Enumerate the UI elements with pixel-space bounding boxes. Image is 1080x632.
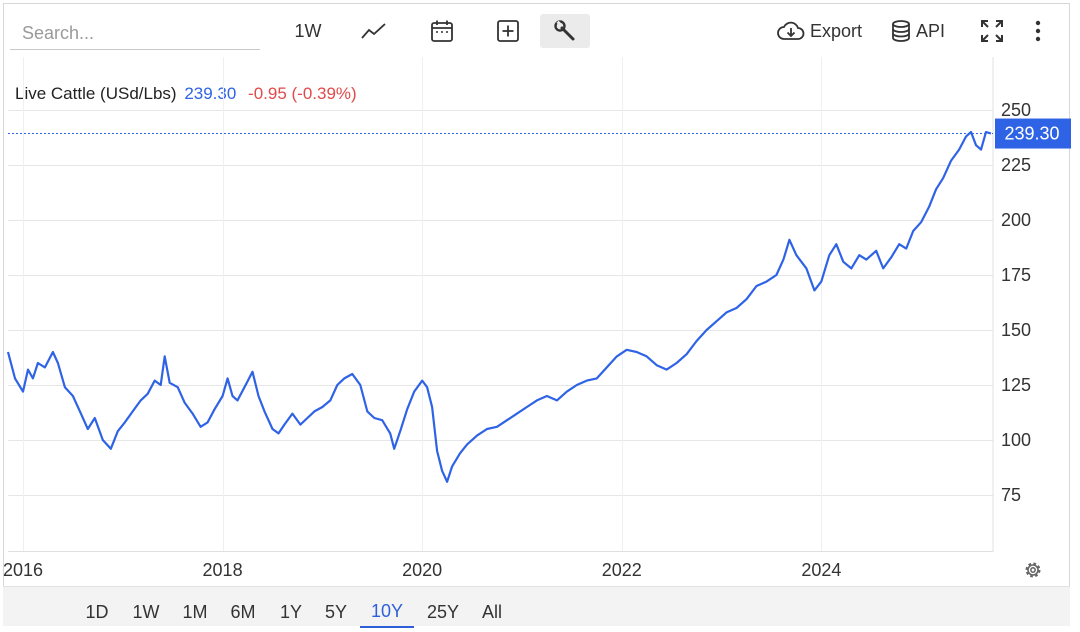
- y-tick-label: 100: [1001, 430, 1031, 450]
- x-tick-label: 2024: [801, 560, 841, 580]
- range-button-1w[interactable]: 1W: [132, 601, 160, 622]
- price-change: -0.95 (-0.39%): [248, 84, 357, 103]
- calendar-icon: [431, 20, 453, 42]
- fullscreen-button[interactable]: [974, 14, 1010, 48]
- last-price-tag-background: [995, 118, 1071, 149]
- search-box[interactable]: [10, 18, 262, 50]
- api-button[interactable]: API: [890, 14, 954, 48]
- price-chart[interactable]: 75 100 125 150 175 200 225 250 2016 2018 2020 2022…: [0, 0, 1080, 586]
- y-tick-label: 150: [1001, 320, 1031, 340]
- y-axis-ticks: 75 100 125 150 175 200 225 250: [1001, 100, 1031, 505]
- last-price-tag-label: 239.30: [1004, 124, 1059, 144]
- x-tick-label: 2020: [402, 560, 442, 580]
- export-label: Export: [810, 20, 863, 41]
- chart-type-button[interactable]: [352, 14, 396, 48]
- range-button-5y[interactable]: 5Y: [324, 601, 348, 622]
- kebab-menu-icon: [1035, 20, 1041, 42]
- chart-settings-button[interactable]: [1022, 559, 1044, 581]
- more-options-button[interactable]: [1024, 14, 1052, 48]
- range-button-all[interactable]: All: [481, 601, 502, 622]
- chart-grid: [8, 57, 993, 551]
- y-tick-label: 250: [1001, 100, 1031, 120]
- range-button-10y[interactable]: 10Y: [360, 596, 414, 628]
- chart-widget-frame: [3, 3, 1070, 626]
- x-tick-label: 2018: [203, 560, 243, 580]
- range-button-1y[interactable]: 1Y: [279, 601, 303, 622]
- api-label: API: [916, 20, 946, 41]
- range-button-25y[interactable]: 25Y: [426, 601, 460, 622]
- price-series-line: [6, 130, 992, 483]
- x-tick-label: 2016: [3, 560, 43, 580]
- settings-tools-button[interactable]: [540, 14, 590, 48]
- y-tick-label: 200: [1001, 210, 1031, 230]
- period-selector-button[interactable]: 1W: [286, 14, 330, 48]
- range-button-1d[interactable]: 1D: [85, 601, 109, 622]
- period-label: 1W: [294, 20, 322, 41]
- line-chart-icon: [361, 23, 386, 39]
- y-tick-label: 175: [1001, 265, 1031, 285]
- export-button[interactable]: Export: [776, 14, 872, 48]
- cloud-download-icon: [777, 21, 805, 40]
- y-tick-label: 75: [1001, 485, 1021, 505]
- date-range-button[interactable]: [420, 14, 464, 48]
- instrument-name: Live Cattle (USd/Lbs): [15, 84, 177, 103]
- wrench-icon: [554, 20, 575, 41]
- x-axis-ticks: 2016 2018 2020 2022 2024: [3, 560, 841, 580]
- range-button-6m[interactable]: 6M: [230, 601, 256, 622]
- y-tick-label: 125: [1001, 375, 1031, 395]
- database-icon: [892, 20, 910, 42]
- plus-square-icon: [497, 20, 519, 42]
- y-tick-label: 225: [1001, 155, 1031, 175]
- fullscreen-icon: [981, 20, 1003, 42]
- range-button-1m[interactable]: 1M: [182, 601, 208, 622]
- last-price-tag: 239.30: [995, 118, 1071, 149]
- gear-icon: [1025, 562, 1041, 578]
- chart-settings-hit-area[interactable]: [1022, 559, 1044, 581]
- range-bar: [3, 586, 1070, 626]
- add-indicator-button[interactable]: [486, 14, 530, 48]
- search-input[interactable]: [10, 18, 262, 48]
- x-tick-label: 2022: [602, 560, 642, 580]
